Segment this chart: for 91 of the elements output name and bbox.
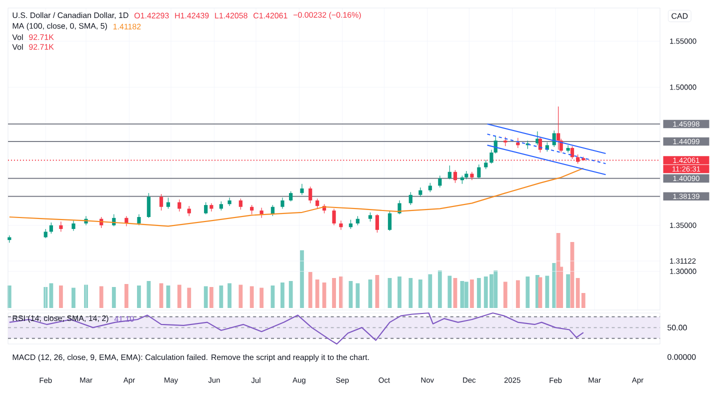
candlestick (260, 207, 264, 218)
candlestick (308, 186, 312, 204)
line-series (8, 168, 584, 227)
candlestick (187, 206, 191, 216)
bar (418, 280, 422, 308)
bar (124, 284, 128, 308)
bar (280, 282, 284, 308)
candlestick (477, 164, 481, 179)
candlestick (484, 160, 488, 170)
bar (260, 288, 264, 308)
bar (526, 276, 530, 308)
candlestick (408, 192, 412, 206)
candlestick (375, 214, 380, 233)
bar (408, 278, 413, 308)
candlestick (159, 194, 164, 211)
candlestick (368, 212, 372, 222)
bar (137, 286, 141, 308)
bar (566, 274, 570, 308)
bar (476, 278, 481, 308)
candlestick (418, 187, 422, 198)
candlestick (398, 200, 402, 215)
candlestick (490, 149, 494, 164)
candlestick (356, 216, 360, 226)
bar (448, 276, 452, 308)
candlestick (570, 146, 574, 160)
candlestick (72, 220, 76, 232)
bar (438, 270, 442, 308)
candlestick (332, 208, 336, 226)
bar (238, 284, 243, 308)
bar (368, 280, 372, 308)
candlestick (146, 192, 151, 218)
candlestick (59, 221, 63, 232)
bar (428, 274, 432, 308)
candlestick (289, 190, 293, 202)
bar (464, 282, 468, 308)
candlestick (204, 202, 208, 215)
bar (99, 286, 104, 308)
candlestick (300, 184, 304, 196)
candlestick (315, 198, 320, 210)
candlestick (166, 197, 170, 210)
bar (72, 288, 76, 308)
bar (339, 276, 343, 308)
candlestick (238, 198, 242, 210)
candlestick (49, 222, 54, 234)
bar (112, 287, 116, 308)
bar (177, 284, 182, 308)
bar (308, 272, 312, 308)
bar (187, 288, 192, 308)
bar (209, 287, 214, 308)
bar (300, 250, 304, 308)
candlestick (348, 219, 353, 230)
bar (356, 283, 360, 308)
bar (453, 278, 458, 308)
bar (388, 278, 392, 308)
bar (503, 282, 508, 308)
candlestick (219, 201, 223, 211)
bar (58, 286, 63, 308)
candlestick (137, 214, 141, 226)
bar (166, 286, 170, 308)
candlestick (538, 136, 542, 153)
bar (470, 280, 474, 308)
candlestick (339, 220, 343, 230)
candlestick (280, 197, 284, 210)
candlestick (428, 182, 432, 192)
bar (516, 280, 520, 308)
candlestick (228, 197, 232, 206)
bar (375, 275, 380, 308)
bar (322, 282, 326, 308)
candlestick (453, 170, 458, 184)
bar (288, 281, 293, 308)
bar (348, 281, 353, 308)
candlestick (388, 210, 392, 232)
bar (460, 281, 464, 308)
bar (219, 286, 224, 308)
bar (494, 270, 498, 308)
bar (228, 283, 232, 308)
candlestick (556, 106, 560, 150)
bar (545, 276, 550, 308)
bar (204, 286, 208, 308)
bar (250, 286, 254, 308)
candlestick (448, 165, 452, 180)
bar (398, 276, 402, 308)
bar (146, 281, 151, 308)
bar (332, 278, 336, 308)
bar (270, 286, 275, 308)
candlestick (250, 204, 254, 215)
candlestick (504, 136, 508, 146)
candlestick (438, 175, 442, 188)
candlestick (178, 199, 182, 212)
candlestick (44, 228, 48, 238)
bar (315, 280, 320, 308)
